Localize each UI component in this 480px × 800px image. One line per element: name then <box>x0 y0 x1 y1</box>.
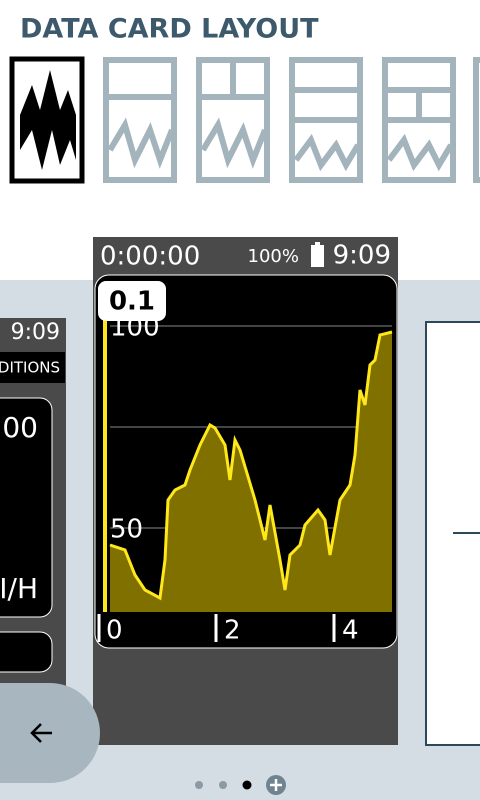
right-card[interactable] <box>425 321 480 746</box>
option-frame <box>103 57 177 183</box>
battery-tip <box>315 242 320 246</box>
unit: I/H <box>0 572 38 605</box>
graph-line <box>109 330 393 601</box>
y-label: 50 <box>110 515 143 545</box>
heading-bar <box>0 352 65 383</box>
field <box>0 397 53 618</box>
center-card[interactable]: 0:00:00 100% 9:09 100 50 0.1 0 2 4 <box>93 237 398 745</box>
x-label: 2 <box>224 616 241 646</box>
arrow-icon <box>30 723 52 743</box>
timer: 0:00:00 <box>100 242 200 272</box>
battery: 100% <box>248 246 299 267</box>
option-frame <box>473 57 480 183</box>
left-card[interactable]: 9:09 DITIONS 00 I/H <box>0 318 66 758</box>
option-icon <box>386 133 454 172</box>
layout-option-selected[interactable] <box>9 56 85 184</box>
graph-area <box>110 332 392 612</box>
title: DATA CARD LAYOUT <box>20 14 319 45</box>
badge-text: 0.1 <box>109 287 155 317</box>
page-dot-active <box>242 780 252 790</box>
page-dot <box>195 781 203 789</box>
layout-options <box>9 56 480 184</box>
page-dot <box>219 781 227 789</box>
value: 00 <box>2 411 38 444</box>
layout-option[interactable] <box>289 57 363 183</box>
heading: DITIONS <box>0 359 60 377</box>
x-label: 4 <box>342 616 359 646</box>
layout-option[interactable] <box>196 57 270 183</box>
clock: 9:09 <box>11 320 60 345</box>
x-label: 0 <box>106 616 123 646</box>
layout-option[interactable] <box>382 57 456 183</box>
field <box>0 631 53 673</box>
option-icon <box>107 117 175 169</box>
battery-icon <box>311 245 324 267</box>
add-icon <box>270 779 282 791</box>
clock: 9:09 <box>333 241 391 271</box>
option-icon <box>200 117 268 169</box>
layout-option[interactable] <box>103 57 177 183</box>
option-icon <box>20 70 76 170</box>
back-button[interactable] <box>0 683 100 783</box>
option-icon <box>293 133 361 172</box>
page-indicator <box>195 775 286 795</box>
badge <box>98 281 166 321</box>
